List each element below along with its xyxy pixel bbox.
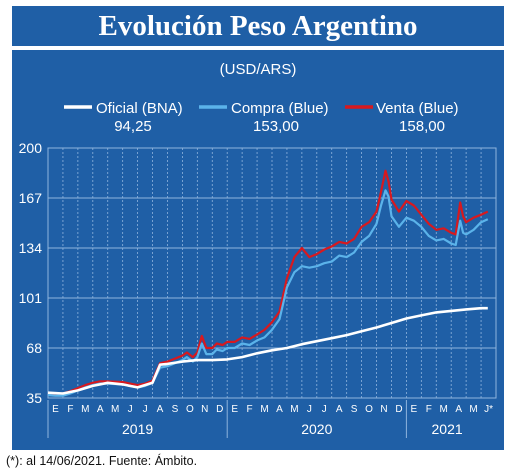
legend-value-venta: 158,00 [399, 118, 445, 135]
y-tick-label-5: 200 [19, 140, 43, 156]
x-year-label-1: 2020 [301, 421, 332, 437]
legend-value-compra: 153,00 [253, 118, 299, 135]
legend-value-oficial: 94,25 [114, 118, 152, 135]
x-month-label-9: O [186, 404, 194, 415]
x-year-label-2: 2021 [432, 421, 463, 437]
x-month-label-29: J* [484, 404, 493, 415]
y-tick-label-4: 167 [19, 190, 43, 206]
x-month-label-21: O [365, 404, 373, 415]
x-month-label-12: E [231, 404, 238, 415]
x-month-label-14: M [260, 404, 268, 415]
x-month-label-19: A [336, 404, 343, 415]
x-month-label-23: D [395, 404, 402, 415]
series-line-oficial [47, 306, 488, 395]
series-line-venta [47, 169, 489, 395]
chart-title: Evolución Peso Argentino [12, 6, 504, 46]
x-month-label-3: A [97, 404, 104, 415]
x-month-label-25: F [426, 404, 432, 415]
x-month-label-10: N [201, 404, 208, 415]
x-month-label-13: F [247, 404, 253, 415]
legend-label-venta: Venta (Blue) [376, 100, 459, 117]
x-month-label-2: M [81, 404, 89, 415]
footnote: (*): al 14/06/2021. Fuente: Ámbito. [6, 454, 198, 468]
x-month-label-28: M [469, 404, 477, 415]
y-tick-label-2: 101 [19, 290, 43, 306]
y-tick-label-0: 35 [26, 390, 42, 406]
x-month-label-11: D [216, 404, 223, 415]
x-month-label-22: N [380, 404, 387, 415]
x-month-label-7: A [157, 404, 164, 415]
x-month-label-15: A [276, 404, 283, 415]
x-month-label-1: F [67, 404, 73, 415]
plot-frame [47, 147, 497, 399]
chart-subtitle: (USD/ARS) [220, 61, 297, 78]
chart-panel: (USD/ARS) Oficial (BNA) 94,25 Compra (Bl… [12, 50, 504, 450]
x-month-label-26: M [440, 404, 448, 415]
x-month-label-20: S [351, 404, 358, 415]
x-month-label-17: J [307, 404, 312, 415]
x-month-label-24: E [411, 404, 418, 415]
x-month-label-18: J [322, 404, 327, 415]
legend-label-compra: Compra (Blue) [231, 100, 329, 117]
line-chart: (USD/ARS) Oficial (BNA) 94,25 Compra (Bl… [19, 61, 497, 438]
x-month-label-0: E [52, 404, 59, 415]
legend: Oficial (BNA) 94,25 Compra (Blue) 153,00… [64, 100, 459, 135]
y-tick-label-1: 68 [26, 340, 42, 356]
x-month-label-6: J [143, 404, 148, 415]
x-month-label-8: S [172, 404, 179, 415]
x-year-label-0: 2019 [122, 421, 153, 437]
legend-label-oficial: Oficial (BNA) [96, 100, 183, 117]
y-tick-label-3: 134 [19, 240, 43, 256]
x-month-label-5: J [128, 404, 133, 415]
x-month-label-16: M [290, 404, 298, 415]
series-line-compra [47, 189, 489, 397]
x-month-label-27: A [455, 404, 462, 415]
x-month-label-4: M [111, 404, 119, 415]
